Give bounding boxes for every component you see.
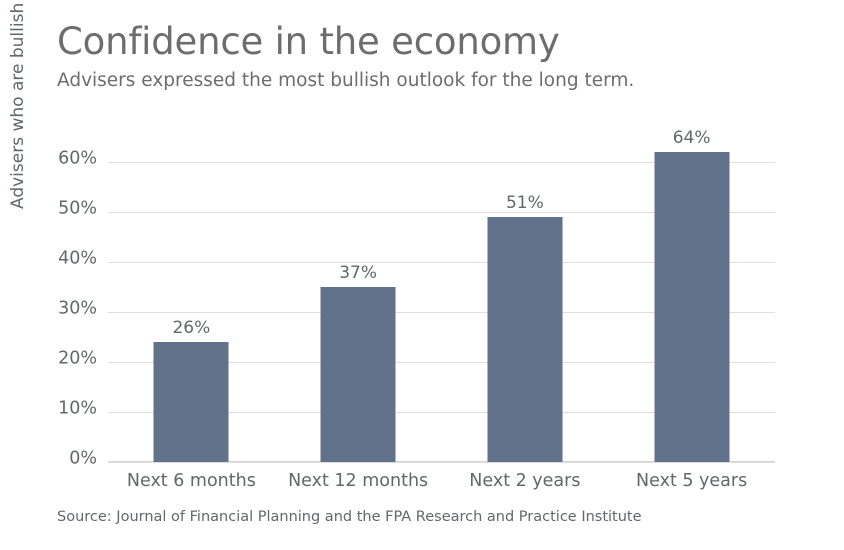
x-axis-baseline <box>108 461 775 462</box>
y-tick-label: 0% <box>69 448 97 469</box>
gridline <box>108 262 775 263</box>
x-tick-label: Next 2 years <box>469 471 581 491</box>
y-tick-label: 40% <box>58 248 97 269</box>
bar-group: 37% Next 12 months <box>275 120 442 491</box>
gridline <box>108 212 775 213</box>
bar-value-label: 26% <box>172 318 211 338</box>
bar-value-label: 64% <box>672 128 711 148</box>
y-tick-label: 10% <box>58 398 97 419</box>
y-tick-label: 60% <box>58 148 97 169</box>
gridline <box>108 412 775 413</box>
y-tick-label: 20% <box>58 348 97 369</box>
gridline <box>108 162 775 163</box>
bar[interactable] <box>487 217 563 462</box>
gridline <box>108 362 775 363</box>
x-tick-label: Next 12 months <box>288 471 429 491</box>
bar[interactable] <box>654 152 730 462</box>
y-axis-title: Advisers who are bullish <box>8 2 28 209</box>
plot-area: 0% 10% 20% 30% 40% 50% 60% 26% Next 6 months 37%… <box>58 120 775 491</box>
bar-group: 26% Next 6 months <box>108 120 275 491</box>
gridline <box>108 312 775 313</box>
chart-title: Confidence in the economy <box>57 20 560 63</box>
y-tick-label: 30% <box>58 298 97 319</box>
bar-value-label: 51% <box>505 193 544 213</box>
bar[interactable] <box>153 342 229 462</box>
gridline <box>108 462 775 463</box>
chart-subtitle: Advisers expressed the most bullish outl… <box>57 70 635 91</box>
x-tick-label: Next 5 years <box>636 471 748 491</box>
bar[interactable] <box>320 287 396 462</box>
source-note: Source: Journal of Financial Planning an… <box>57 509 642 525</box>
x-tick-label: Next 6 months <box>126 471 256 491</box>
bars-layer: 26% Next 6 months 37% Next 12 months 51% Next… <box>108 120 775 491</box>
y-tick-label: 50% <box>58 198 97 219</box>
bar-group: 51% Next 2 years <box>442 120 609 491</box>
bar-value-label: 37% <box>339 263 378 283</box>
bar-group: 64% Next 5 years <box>608 120 775 491</box>
